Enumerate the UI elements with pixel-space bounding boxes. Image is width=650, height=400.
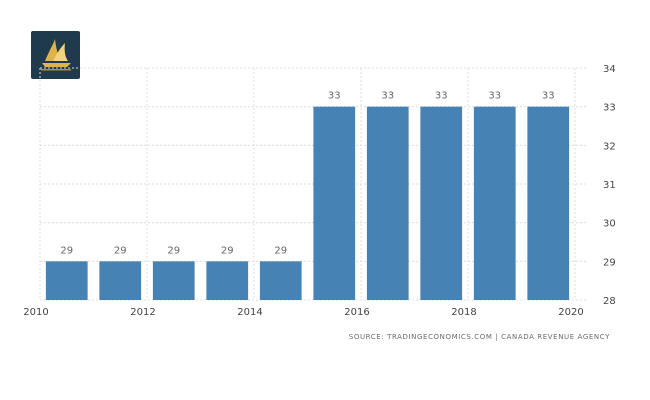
data-label-2018: 33 bbox=[435, 91, 448, 102]
y-tick-label: 28 bbox=[603, 296, 616, 307]
data-label-2014: 29 bbox=[221, 245, 234, 256]
data-label-2017: 33 bbox=[381, 91, 394, 102]
bar-2013 bbox=[152, 261, 195, 300]
data-label-2011: 29 bbox=[60, 245, 73, 256]
data-label-2013: 29 bbox=[167, 245, 180, 256]
bar-2019 bbox=[473, 106, 516, 301]
y-tick-label: 34 bbox=[603, 64, 616, 75]
x-tick-label: 2010 bbox=[23, 307, 48, 318]
x-tick-label: 2020 bbox=[558, 307, 583, 318]
y-tick-label: 31 bbox=[603, 180, 616, 191]
x-tick-label: 2016 bbox=[344, 307, 369, 318]
bar-2016 bbox=[313, 106, 356, 301]
data-label-2012: 29 bbox=[114, 245, 127, 256]
sail-emblem-icon bbox=[41, 39, 71, 71]
data-label-2020: 33 bbox=[542, 91, 555, 102]
y-tick-label: 32 bbox=[603, 141, 616, 152]
data-label-2019: 33 bbox=[488, 91, 501, 102]
x-tick-label: 2018 bbox=[451, 307, 476, 318]
bar-2011 bbox=[45, 261, 88, 300]
data-label-2015: 29 bbox=[274, 245, 287, 256]
y-tick-label: 30 bbox=[603, 219, 616, 230]
bar-2018 bbox=[420, 106, 463, 301]
bar-2014 bbox=[206, 261, 249, 300]
bar-2020 bbox=[527, 106, 570, 301]
x-axis-ticks: 2010 2012 2014 2016 2018 2020 bbox=[23, 307, 583, 318]
bar-2012 bbox=[99, 261, 142, 300]
y-tick-label: 33 bbox=[603, 103, 616, 114]
chart-bars bbox=[45, 106, 570, 301]
bar-2015 bbox=[259, 261, 302, 300]
x-tick-label: 2014 bbox=[237, 307, 262, 318]
y-axis-ticks: 28 29 30 31 32 33 34 bbox=[603, 64, 616, 307]
chart-data-labels: 29 29 29 29 29 33 33 33 33 33 bbox=[60, 91, 554, 257]
data-label-2016: 33 bbox=[328, 91, 341, 102]
x-tick-label: 2012 bbox=[130, 307, 155, 318]
y-tick-label: 29 bbox=[603, 257, 616, 268]
source-note: SOURCE: TRADINGECONOMICS.COM | CANADA RE… bbox=[348, 333, 610, 341]
brand-logo bbox=[31, 31, 80, 79]
bar-2017 bbox=[366, 106, 409, 301]
